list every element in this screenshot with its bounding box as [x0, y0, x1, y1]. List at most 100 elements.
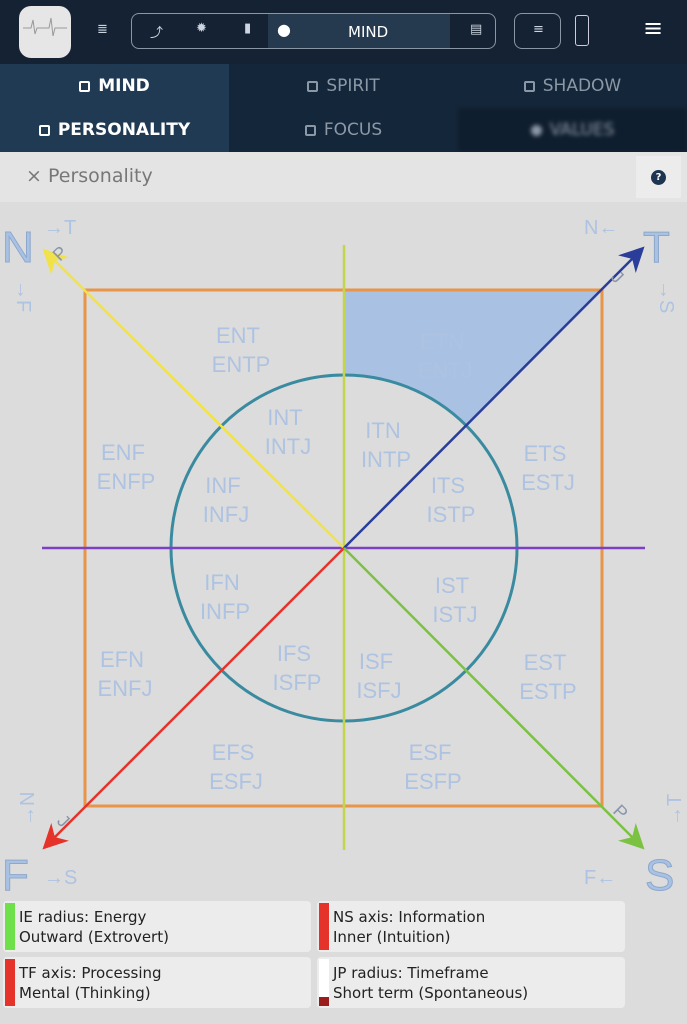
level-bar [5, 959, 15, 1006]
type-label: IST [435, 573, 469, 598]
section-title: Personality [47, 165, 153, 187]
tab-label: SHADOW [542, 76, 622, 96]
arrow-green [343, 547, 645, 850]
level-fill [5, 903, 15, 950]
type-label: INT [267, 405, 302, 430]
chip-icon [307, 80, 319, 92]
type-label: IFN [204, 570, 239, 595]
corner-s: S [645, 851, 674, 897]
tag-green: P [609, 801, 632, 824]
tab-spirit[interactable]: SPIRIT [229, 64, 458, 108]
app-logo[interactable] [19, 6, 71, 58]
help-button[interactable]: ? [636, 156, 681, 198]
tab-label: FOCUS [323, 120, 383, 140]
card-title: IE radius: Energy [19, 908, 147, 926]
level-fill [319, 903, 329, 950]
personality-diagram: N T F S →T →F N← →S →N →S →T F← P J J P … [2, 217, 687, 897]
sun-icon[interactable]: ✹ [196, 21, 207, 36]
sort-button[interactable]: ≡ [514, 13, 561, 49]
hint-ts: →S [655, 280, 677, 313]
chip-icon [523, 80, 535, 92]
tab-bar: MIND SPIRIT SHADOW PERSONALITY FOCUS VAL… [0, 64, 687, 152]
hint-nf: →F [12, 280, 34, 312]
tab-values[interactable]: VALUES [458, 108, 687, 152]
type-label: ENF [101, 440, 145, 465]
type-label: INFJ [203, 502, 249, 527]
type-label: INF [205, 473, 240, 498]
arrow-red [42, 547, 345, 850]
mind-icon[interactable]: ● [277, 20, 291, 39]
list-icon[interactable]: ≣ [97, 22, 108, 37]
axis-card[interactable]: NS axis: Information Inner (Intuition) [317, 901, 625, 952]
arrow-blue [343, 246, 645, 549]
person-icon[interactable]: ▮ [244, 21, 252, 36]
type-label: ENTP [212, 352, 271, 377]
card-title: NS axis: Information [333, 908, 486, 926]
level-fill [5, 959, 15, 1006]
corner-n: N [2, 223, 34, 272]
tab-label: MIND [98, 76, 150, 96]
tab-label: SPIRIT [326, 76, 380, 96]
type-label: ENFP [97, 469, 156, 494]
type-label: EFS [212, 740, 255, 765]
type-label: ENT [216, 323, 260, 348]
type-label: ESFJ [209, 769, 263, 794]
type-label: ENFJ [98, 676, 153, 701]
type-label: ISFJ [356, 678, 401, 703]
trend-icon[interactable]: ⤴ [150, 26, 164, 41]
axis-card[interactable]: IE radius: Energy Outward (Extrovert) [3, 901, 311, 952]
tab-focus[interactable]: FOCUS [229, 108, 458, 152]
dot-icon [530, 124, 542, 136]
view-mind-active[interactable] [268, 14, 450, 48]
highlighted-region[interactable] [344, 290, 602, 426]
type-label: ITS [431, 473, 465, 498]
card-title: JP radius: Timeframe [333, 964, 489, 982]
tab-shadow[interactable]: SHADOW [458, 64, 687, 108]
type-label: ISTP [427, 502, 476, 527]
type-label: ENTJ [418, 358, 473, 383]
hint-nt: →T [44, 217, 76, 239]
tag-blue: J [607, 267, 628, 288]
card-value: Outward (Extrovert) [19, 928, 169, 946]
top-bar: ≣ ⤴ ✹ ▮ ● MIND ▤ ≡ ≡ [0, 0, 687, 64]
hint-tn: N← [584, 217, 618, 239]
menu-icon[interactable]: ≡ [643, 14, 664, 42]
chip-icon [38, 124, 50, 136]
hint-fs: →S [44, 867, 77, 889]
type-label: INTJ [265, 434, 311, 459]
section-header: × Personality ? [0, 152, 687, 202]
corner-f: F [2, 851, 29, 897]
arrow-yellow [42, 248, 345, 549]
tab-personality[interactable]: PERSONALITY [0, 108, 229, 152]
level-bar [5, 903, 15, 950]
close-icon[interactable]: × [26, 165, 42, 187]
level-bar [319, 959, 329, 1006]
tab-mind[interactable]: MIND [0, 64, 229, 108]
type-label: ESF [409, 740, 452, 765]
panel-icon[interactable]: ▤ [470, 22, 483, 37]
card-value: Mental (Thinking) [19, 984, 151, 1002]
type-label: INTP [361, 447, 411, 472]
sort-icon: ≡ [533, 22, 544, 37]
type-label: ESTJ [521, 470, 575, 495]
battery-icon [575, 15, 589, 46]
hint-fn: →N [17, 792, 39, 826]
view-selector: ⤴ ✹ ▮ ● MIND ▤ [131, 13, 496, 49]
axis-card[interactable]: JP radius: Timeframe Short term (Spontan… [317, 957, 625, 1008]
hint-sf: F← [584, 867, 616, 889]
hint-st: →T [664, 794, 686, 826]
type-label: ISFP [273, 670, 322, 695]
tab-label: PERSONALITY [57, 120, 191, 140]
chip-icon [304, 124, 316, 136]
type-label: ITN [365, 418, 400, 443]
card-value: Short term (Spontaneous) [333, 984, 529, 1002]
tag-yellow: P [49, 242, 72, 265]
level-bar [319, 903, 329, 950]
view-mind-label: MIND [348, 23, 389, 41]
tab-label: VALUES [549, 120, 615, 140]
type-label: IFS [277, 641, 311, 666]
axis-card[interactable]: TF axis: Processing Mental (Thinking) [3, 957, 311, 1008]
type-label: EST [524, 650, 567, 675]
type-label: ISTJ [432, 602, 477, 627]
help-icon: ? [651, 169, 666, 185]
